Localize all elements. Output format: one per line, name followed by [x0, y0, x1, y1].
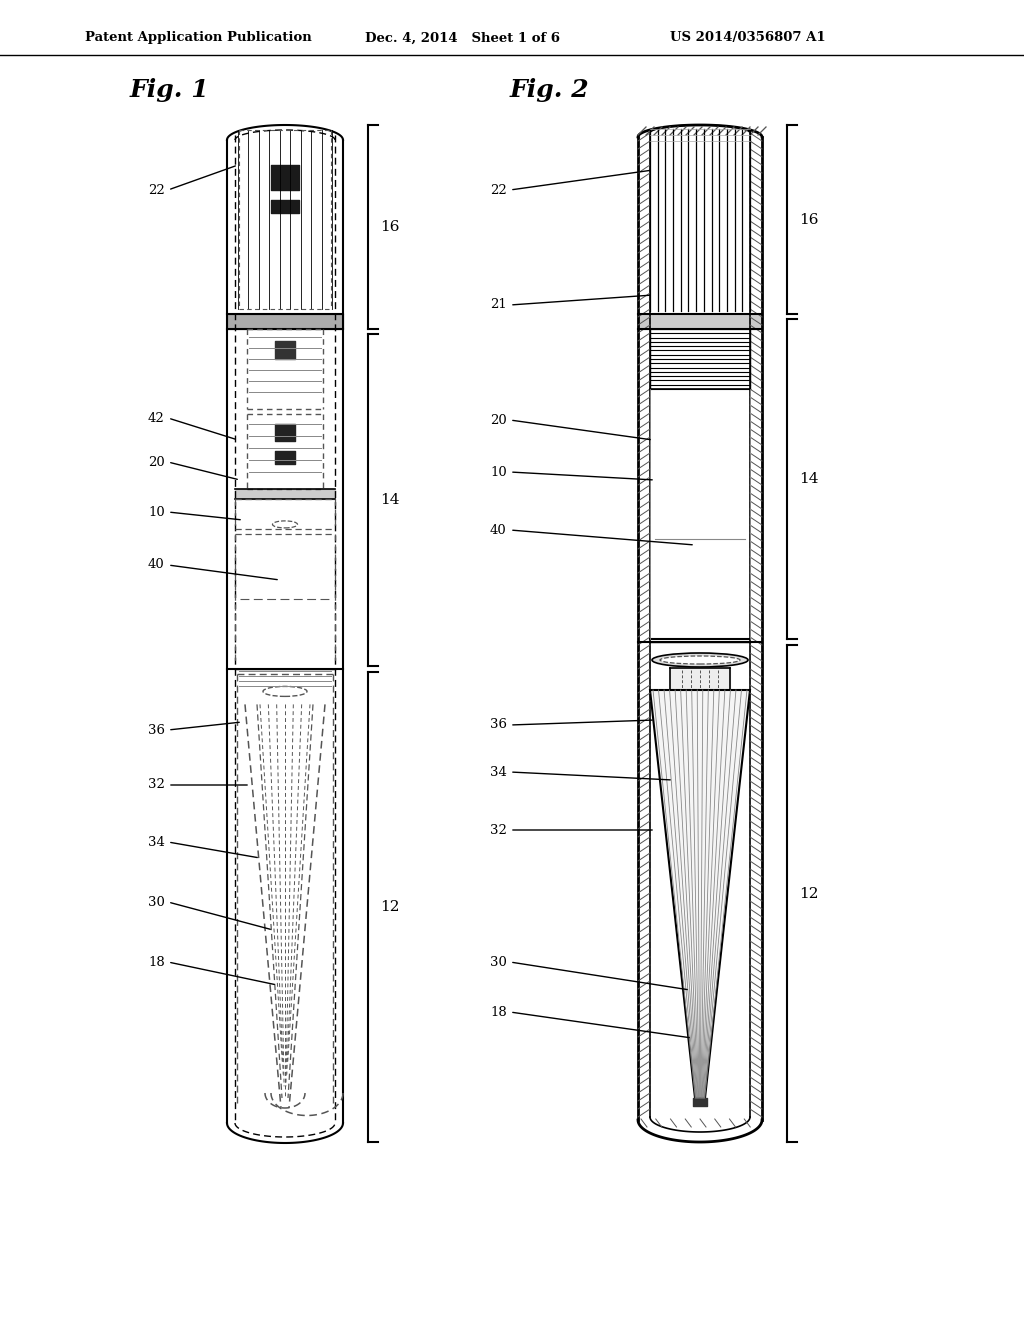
Polygon shape [650, 690, 750, 1098]
Text: 21: 21 [490, 298, 507, 312]
Text: 22: 22 [490, 183, 507, 197]
Text: 34: 34 [490, 766, 507, 779]
Text: 14: 14 [799, 473, 818, 486]
Ellipse shape [272, 521, 298, 528]
Text: 16: 16 [799, 213, 818, 227]
Text: 32: 32 [148, 779, 165, 792]
Text: 34: 34 [148, 836, 165, 849]
Text: 30: 30 [490, 956, 507, 969]
Text: 12: 12 [380, 900, 399, 915]
Text: 32: 32 [490, 824, 507, 837]
Text: 42: 42 [148, 412, 165, 425]
Text: Fig. 1: Fig. 1 [130, 78, 210, 102]
Text: 40: 40 [490, 524, 507, 536]
Text: 36: 36 [490, 718, 507, 731]
Text: 14: 14 [380, 494, 399, 507]
Text: 16: 16 [380, 220, 399, 234]
Text: 22: 22 [148, 183, 165, 197]
Text: 18: 18 [490, 1006, 507, 1019]
Text: 18: 18 [148, 956, 165, 969]
Text: 12: 12 [799, 887, 818, 900]
Text: 30: 30 [148, 895, 165, 908]
Text: US 2014/0356807 A1: US 2014/0356807 A1 [670, 32, 825, 45]
Text: 36: 36 [148, 723, 165, 737]
Text: 20: 20 [490, 413, 507, 426]
Ellipse shape [660, 656, 740, 664]
Text: Fig. 2: Fig. 2 [510, 78, 590, 102]
Text: 20: 20 [148, 455, 165, 469]
Text: 10: 10 [148, 506, 165, 519]
Ellipse shape [263, 686, 307, 697]
Text: 40: 40 [148, 558, 165, 572]
Ellipse shape [652, 653, 748, 667]
Text: Dec. 4, 2014   Sheet 1 of 6: Dec. 4, 2014 Sheet 1 of 6 [365, 32, 560, 45]
Text: Patent Application Publication: Patent Application Publication [85, 32, 311, 45]
Text: 10: 10 [490, 466, 507, 479]
